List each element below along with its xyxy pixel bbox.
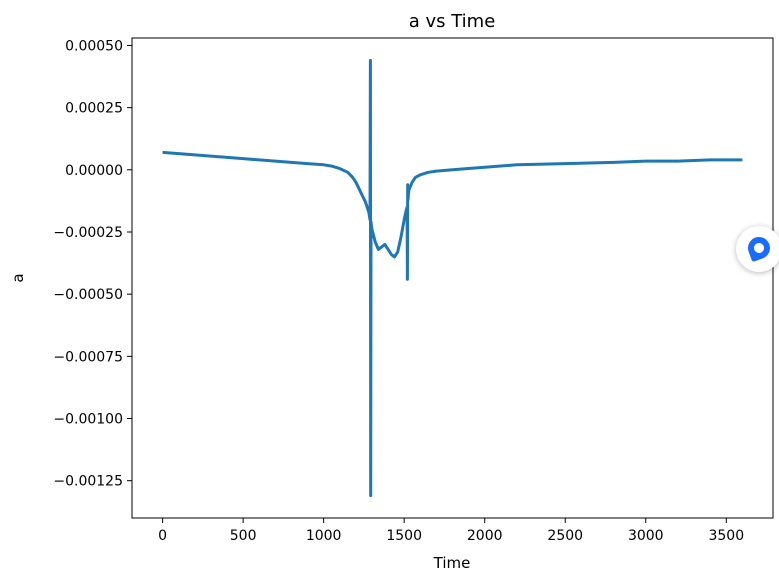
y-tick-label: −0.00100 [53, 412, 123, 428]
x-tick-label: 1500 [386, 528, 422, 544]
assistant-button[interactable] [736, 226, 779, 272]
x-tick-label: 3500 [708, 528, 744, 544]
y-axis-title: a [9, 273, 27, 282]
y-tick-label: −0.00125 [53, 474, 123, 490]
x-axis: 0 500 1000 1500 2000 2500 3000 3500 [158, 518, 744, 544]
y-axis: 0.00050 0.00025 0.00000 −0.00025 −0.00050 −0.… [53, 38, 132, 490]
series-line [162, 58, 743, 498]
y-tick-label: 0.00025 [65, 101, 123, 117]
x-tick-label: 2000 [467, 528, 503, 544]
x-axis-title: Time [433, 554, 471, 572]
plot-area [162, 58, 743, 498]
x-tick-label: 0 [158, 528, 167, 544]
y-tick-label: −0.00075 [53, 349, 123, 365]
x-tick-label: 1000 [306, 528, 342, 544]
chat-bubble-icon [744, 233, 774, 263]
plot-frame [131, 37, 774, 519]
y-tick-label: 0.00050 [65, 38, 123, 54]
x-tick-label: 3000 [628, 528, 664, 544]
x-tick-label: 500 [230, 528, 257, 544]
y-tick-label: −0.00050 [53, 287, 123, 303]
x-tick-label: 2500 [547, 528, 583, 544]
chart-title: a vs Time [409, 11, 496, 32]
y-tick-label: 0.00000 [65, 163, 123, 179]
y-tick-label: −0.00025 [53, 225, 123, 241]
